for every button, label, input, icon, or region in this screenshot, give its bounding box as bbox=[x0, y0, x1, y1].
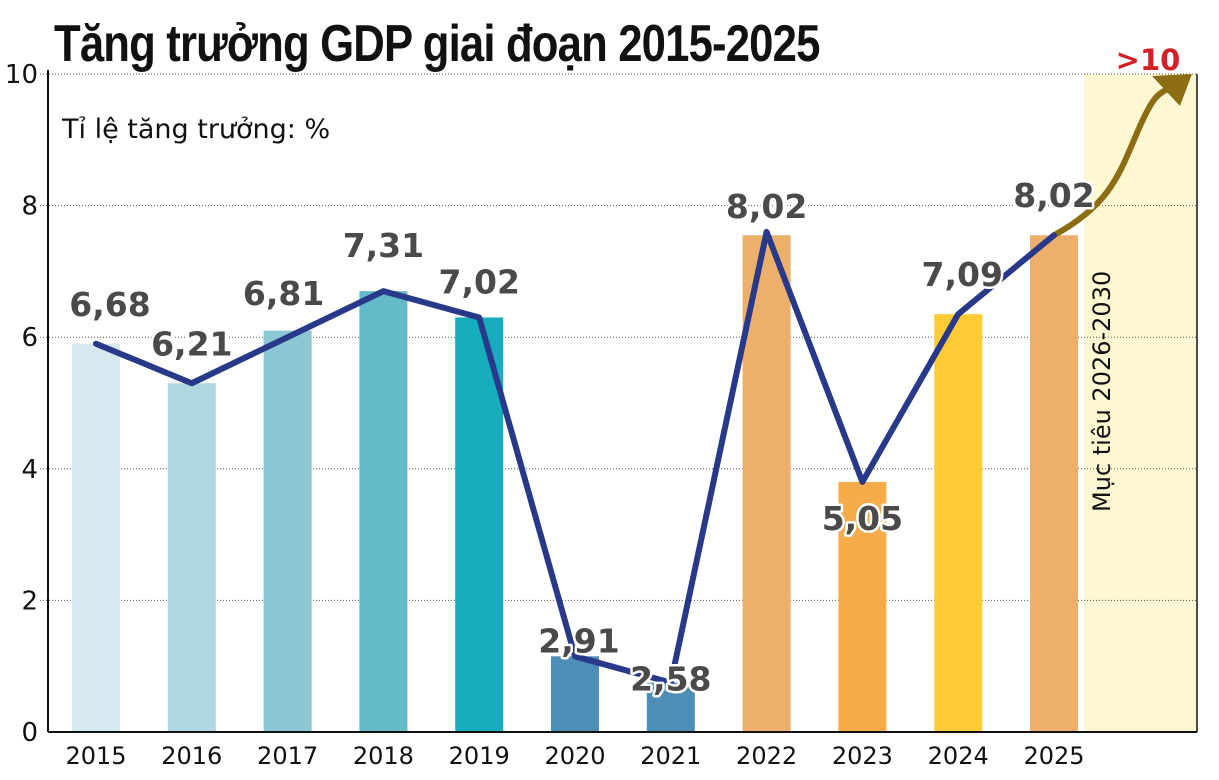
value-label-2017: 6,81 bbox=[243, 274, 324, 313]
y-tick-label-8: 8 bbox=[21, 192, 38, 222]
y-tick-label-10: 10 bbox=[5, 60, 38, 90]
x-tick-label-2021: 2021 bbox=[640, 742, 701, 770]
bar-2015 bbox=[72, 343, 120, 732]
bar-2019 bbox=[455, 317, 504, 732]
value-label-2018: 7,31 bbox=[343, 226, 424, 265]
y-tick-label-0: 0 bbox=[21, 718, 38, 748]
x-tick-label-2016: 2016 bbox=[161, 742, 222, 770]
value-label-2022: 8,02 bbox=[726, 187, 807, 226]
chart-subtitle: Tỉ lệ tăng trưởng: % bbox=[62, 114, 331, 145]
value-label-2015: 6,68 bbox=[69, 285, 150, 324]
y-tick-label-2: 2 bbox=[21, 586, 38, 616]
x-tick-label-2018: 2018 bbox=[353, 742, 414, 770]
bar-2024 bbox=[934, 314, 983, 732]
x-tick-label-2019: 2019 bbox=[449, 742, 510, 770]
value-label-2019: 7,02 bbox=[438, 262, 519, 301]
x-tick-label-2017: 2017 bbox=[257, 742, 318, 770]
bar-2021 bbox=[646, 682, 695, 732]
value-label-2023: 5,05 bbox=[822, 499, 903, 538]
bar-2018 bbox=[359, 291, 408, 732]
value-label-2016: 6,21 bbox=[151, 324, 232, 363]
bar-2025 bbox=[1030, 235, 1078, 732]
target-band bbox=[1084, 74, 1196, 732]
gdp-growth-line bbox=[93, 228, 1057, 686]
value-label-2024: 7,09 bbox=[921, 255, 1002, 294]
target-value-label: >10 bbox=[1116, 43, 1181, 77]
bar-2016 bbox=[167, 383, 216, 732]
chart-title: Tăng trưởng GDP giai đoạn 2015-2025 bbox=[54, 15, 820, 73]
target-period-note: Mục tiêu 2026-2030 bbox=[1088, 270, 1116, 512]
bar-2020 bbox=[551, 656, 599, 732]
value-label-2025: 8,02 bbox=[1013, 176, 1094, 215]
x-tick-label-2015: 2015 bbox=[65, 742, 126, 770]
x-tick-label-2025: 2025 bbox=[1023, 742, 1084, 770]
value-label-2021: 2,58 bbox=[630, 660, 711, 699]
bar-2023 bbox=[838, 481, 887, 732]
y-tick-label-4: 4 bbox=[21, 455, 38, 485]
bar-2017 bbox=[263, 330, 312, 732]
x-tick-label-2022: 2022 bbox=[736, 742, 797, 770]
target-arrow-path bbox=[1051, 83, 1177, 239]
value-label-2020: 2,91 bbox=[538, 621, 619, 660]
x-tick-label-2020: 2020 bbox=[544, 742, 605, 770]
x-tick-label-2023: 2023 bbox=[832, 742, 893, 770]
target-arrow-head bbox=[1152, 74, 1192, 106]
x-tick-label-2024: 2024 bbox=[928, 742, 989, 770]
y-tick-label-6: 6 bbox=[21, 323, 38, 353]
